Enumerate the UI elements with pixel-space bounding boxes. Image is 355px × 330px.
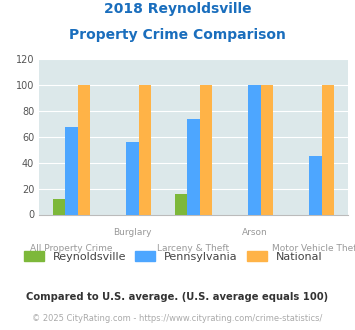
- Bar: [77, 85, 90, 214]
- Bar: [175, 194, 187, 214]
- Bar: [261, 85, 273, 214]
- Text: Arson: Arson: [242, 228, 267, 238]
- Bar: [248, 85, 261, 214]
- Bar: [322, 85, 334, 214]
- Bar: [53, 199, 65, 214]
- Bar: [138, 85, 151, 214]
- Bar: [187, 119, 200, 214]
- Text: Property Crime Comparison: Property Crime Comparison: [69, 28, 286, 42]
- Bar: [200, 85, 212, 214]
- Bar: [65, 127, 77, 214]
- Text: Larceny & Theft: Larceny & Theft: [157, 244, 230, 253]
- Legend: Reynoldsville, Pennsylvania, National: Reynoldsville, Pennsylvania, National: [20, 247, 327, 267]
- Text: Compared to U.S. average. (U.S. average equals 100): Compared to U.S. average. (U.S. average …: [26, 292, 329, 302]
- Text: 2018 Reynoldsville: 2018 Reynoldsville: [104, 2, 251, 16]
- Text: © 2025 CityRating.com - https://www.cityrating.com/crime-statistics/: © 2025 CityRating.com - https://www.city…: [32, 314, 323, 323]
- Bar: [310, 156, 322, 214]
- Bar: [126, 142, 138, 214]
- Text: Motor Vehicle Theft: Motor Vehicle Theft: [272, 244, 355, 253]
- Text: All Property Crime: All Property Crime: [30, 244, 113, 253]
- Text: Burglary: Burglary: [113, 228, 152, 238]
